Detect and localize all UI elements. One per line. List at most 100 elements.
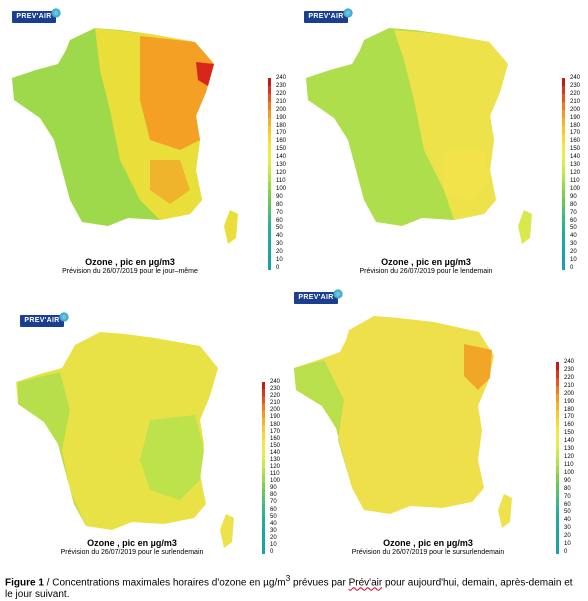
colorbar-tick-label: 100 — [270, 478, 281, 485]
colorbar-tick-label: 80 — [564, 485, 571, 492]
colorbar-tick-label: 30 — [270, 527, 277, 534]
colorbar-tick-label: 200 — [270, 407, 281, 414]
colorbar-tick-label: 100 — [570, 185, 581, 192]
colorbar-tick-label: 20 — [570, 249, 577, 256]
colorbar-tick-label: 40 — [270, 520, 277, 527]
panel-subtitle: Prévision du 26/07/2019 pour le jour–mêm… — [62, 268, 198, 275]
colorbar-tick-label: 150 — [570, 146, 581, 153]
colorbar-tick-label: 80 — [570, 201, 577, 208]
colorbar-tick-label: 240 — [564, 359, 575, 365]
map-panel-day-after: PREV'AIR 240 230 220 210 200 190 180 170 160 150 1… — [0, 290, 294, 565]
colorbar-tick-label: 190 — [570, 114, 581, 121]
colorbar-tick-label: 220 — [276, 90, 287, 97]
panel-subtitle: Prévision du 26/07/2019 pour le surlende… — [60, 549, 204, 556]
colorbar-tick-label: 210 — [276, 98, 287, 105]
prevair-logo: PREV'AIR — [304, 8, 353, 23]
colorbar-tick-label: 60 — [570, 217, 577, 224]
prevair-logo: PREV'AIR — [294, 289, 343, 304]
colorbar-tick-label: 110 — [276, 177, 286, 184]
caption-text-3: pour aujourd'hui, demain, après-demain e… — [5, 577, 573, 601]
panel-title: Ozone , pic en µg/m3 — [85, 257, 175, 267]
colorbar-tick-label: 190 — [564, 398, 575, 405]
colorbar-tick-label: 30 — [570, 241, 577, 248]
colorbar-tick-label: 130 — [570, 162, 581, 169]
colorbar-tick-label: 30 — [564, 525, 571, 532]
colorbar-tick-label: 240 — [276, 75, 287, 81]
map-panel-day-after-next: PREV'AIR 240 230 220 210 200 190 180 170 160 150 1… — [294, 289, 588, 565]
colorbar-tick-label: 230 — [570, 82, 581, 89]
colorbar-tick-label: 150 — [276, 146, 287, 153]
colorbar-tick-label: 170 — [276, 130, 287, 137]
colorbar-labels: 240 230 220 210 200 190 180 170 160 150 140 130 120 1… — [564, 359, 584, 555]
colorbar — [556, 362, 559, 554]
colorbar-tick-label: 140 — [564, 438, 575, 445]
colorbar-tick-label: 10 — [570, 257, 577, 264]
caption-superscript: 3 — [285, 573, 291, 583]
france-ozone-map — [294, 316, 512, 528]
colorbar-tick-label: 180 — [564, 406, 575, 413]
colorbar-tick-label: 180 — [276, 122, 287, 129]
colorbar-tick-label: 160 — [270, 435, 281, 442]
colorbar-tick-label: 50 — [564, 509, 571, 516]
colorbar-tick-label: 10 — [276, 257, 283, 264]
figure-caption: Figure 1 / Concentrations maximales hora… — [5, 572, 583, 601]
colorbar-tick-label: 230 — [270, 386, 281, 393]
colorbar-tick-label: 170 — [270, 428, 281, 435]
prevair-logo: PREV'AIR — [12, 8, 61, 23]
colorbar-tick-label: 30 — [276, 241, 283, 248]
colorbar-tick-label: 240 — [270, 379, 281, 385]
colorbar-tick-label: 60 — [270, 506, 277, 513]
colorbar-tick-label: 190 — [276, 114, 287, 121]
colorbar — [262, 382, 265, 554]
colorbar-tick-label: 50 — [570, 225, 577, 232]
prevair-logo: PREV'AIR — [20, 312, 69, 327]
colorbar-tick-label: 90 — [270, 485, 277, 492]
colorbar-tick-label: 40 — [570, 233, 577, 240]
colorbar-tick-label: 60 — [564, 501, 571, 508]
colorbar-tick-label: 230 — [276, 82, 287, 89]
colorbar-tick-label: 50 — [270, 513, 277, 520]
colorbar-tick-label: 110 — [570, 177, 580, 184]
colorbar-tick-label: 20 — [564, 533, 571, 540]
colorbar — [268, 78, 271, 270]
colorbar-tick-label: 180 — [570, 122, 581, 129]
colorbar-tick-label: 70 — [564, 493, 571, 500]
colorbar-labels: 240 230 220 210 200 190 180 170 160 150 140 130 120 1… — [276, 75, 296, 271]
colorbar-tick-label: 170 — [570, 130, 581, 137]
colorbar-tick-label: 50 — [276, 225, 283, 232]
figure-label: Figure 1 — [5, 577, 44, 589]
colorbar-tick-label: 210 — [270, 400, 281, 407]
colorbar-tick-label: 100 — [276, 185, 287, 192]
caption-text-1: / Concentrations maximales horaires d'oz… — [43, 577, 286, 589]
colorbar-tick-label: 150 — [564, 430, 575, 437]
colorbar-tick-label: 200 — [564, 390, 575, 397]
map-panel-tomorrow: PREV'AIR 240 230 220 210 200 190 180 170 160 150 1… — [294, 0, 588, 275]
colorbar-tick-label: 70 — [270, 499, 277, 506]
colorbar-tick-label: 0 — [570, 265, 574, 271]
colorbar-tick-label: 80 — [270, 492, 277, 499]
colorbar-tick-label: 120 — [570, 170, 581, 176]
colorbar-tick-label: 210 — [564, 382, 575, 389]
colorbar-tick-label: 180 — [270, 421, 281, 428]
colorbar-tick-label: 130 — [276, 162, 287, 169]
colorbar-tick-label: 140 — [276, 154, 287, 161]
colorbar-tick-label: 230 — [564, 366, 575, 373]
colorbar-tick-label: 80 — [276, 201, 283, 208]
colorbar-tick-label: 200 — [570, 106, 581, 113]
colorbar-tick-label: 0 — [564, 549, 568, 555]
colorbar-tick-label: 190 — [270, 414, 281, 421]
panel-title: Ozone , pic en µg/m3 — [381, 257, 471, 267]
colorbar-tick-label: 120 — [270, 464, 281, 470]
caption-text-2: prévues par — [290, 577, 349, 589]
colorbar-tick-label: 130 — [270, 456, 281, 463]
caption-prevair-word: Prév'air — [348, 577, 383, 589]
colorbar-tick-label: 140 — [570, 154, 581, 161]
colorbar-tick-label: 110 — [270, 471, 280, 478]
colorbar-tick-label: 240 — [570, 75, 581, 81]
panel-title: Ozone , pic en µg/m3 — [383, 538, 473, 548]
france-ozone-map — [16, 332, 234, 548]
colorbar-tick-label: 160 — [570, 138, 581, 145]
colorbar-tick-label: 170 — [564, 414, 575, 421]
colorbar-tick-label: 40 — [564, 517, 571, 524]
colorbar-tick-label: 220 — [270, 393, 281, 400]
